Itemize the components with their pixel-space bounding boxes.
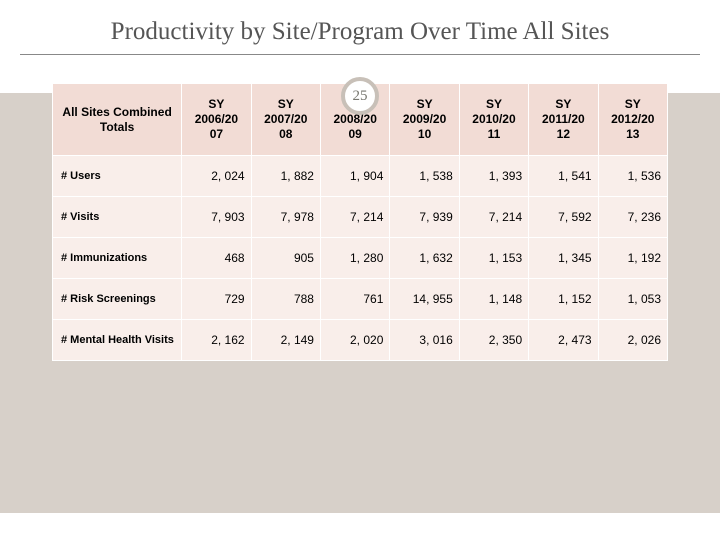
cell: 1, 632 (390, 238, 459, 279)
table-container: All Sites Combined Totals SY 2006/20 07 … (52, 83, 668, 361)
cell: 7, 214 (459, 197, 528, 238)
cell: 1, 153 (459, 238, 528, 279)
cell: 761 (320, 279, 389, 320)
badge-area: 25 All Sites Combined Totals SY 2006/20 … (20, 83, 700, 131)
cell: 7, 903 (182, 197, 251, 238)
cell: 7, 236 (598, 197, 667, 238)
col-header: SY 2010/20 11 (459, 84, 528, 156)
slide-number-badge: 25 (341, 77, 379, 115)
page-title: Productivity by Site/Program Over Time A… (20, 0, 700, 55)
productivity-table: All Sites Combined Totals SY 2006/20 07 … (52, 83, 668, 361)
row-label: # Immunizations (53, 238, 182, 279)
table-row: # Visits 7, 903 7, 978 7, 214 7, 939 7, … (53, 197, 668, 238)
col-header: SY 2007/20 08 (251, 84, 320, 156)
cell: 468 (182, 238, 251, 279)
cell: 788 (251, 279, 320, 320)
row-label: # Users (53, 156, 182, 197)
cell: 7, 592 (529, 197, 598, 238)
cell: 1, 536 (598, 156, 667, 197)
cell: 1, 904 (320, 156, 389, 197)
cell: 2, 162 (182, 320, 251, 361)
cell: 3, 016 (390, 320, 459, 361)
table-row: # Immunizations 468 905 1, 280 1, 632 1,… (53, 238, 668, 279)
table-row: # Mental Health Visits 2, 162 2, 149 2, … (53, 320, 668, 361)
cell: 1, 882 (251, 156, 320, 197)
cell: 1, 345 (529, 238, 598, 279)
cell: 2, 350 (459, 320, 528, 361)
col-header: SY 2011/20 12 (529, 84, 598, 156)
col-header: SY 2012/20 13 (598, 84, 667, 156)
cell: 2, 149 (251, 320, 320, 361)
col-header: SY 2009/20 10 (390, 84, 459, 156)
cell: 1, 280 (320, 238, 389, 279)
col-header: SY 2006/20 07 (182, 84, 251, 156)
row-label: # Mental Health Visits (53, 320, 182, 361)
cell: 2, 020 (320, 320, 389, 361)
cell: 1, 192 (598, 238, 667, 279)
cell: 2, 024 (182, 156, 251, 197)
corner-header: All Sites Combined Totals (53, 84, 182, 156)
cell: 1, 393 (459, 156, 528, 197)
cell: 1, 053 (598, 279, 667, 320)
cell: 1, 148 (459, 279, 528, 320)
cell: 1, 541 (529, 156, 598, 197)
cell: 7, 214 (320, 197, 389, 238)
cell: 729 (182, 279, 251, 320)
cell: 14, 955 (390, 279, 459, 320)
table-row: # Users 2, 024 1, 882 1, 904 1, 538 1, 3… (53, 156, 668, 197)
cell: 1, 152 (529, 279, 598, 320)
table-row: # Risk Screenings 729 788 761 14, 955 1,… (53, 279, 668, 320)
cell: 2, 026 (598, 320, 667, 361)
cell: 7, 978 (251, 197, 320, 238)
row-label: # Risk Screenings (53, 279, 182, 320)
cell: 905 (251, 238, 320, 279)
row-label: # Visits (53, 197, 182, 238)
cell: 2, 473 (529, 320, 598, 361)
cell: 1, 538 (390, 156, 459, 197)
cell: 7, 939 (390, 197, 459, 238)
